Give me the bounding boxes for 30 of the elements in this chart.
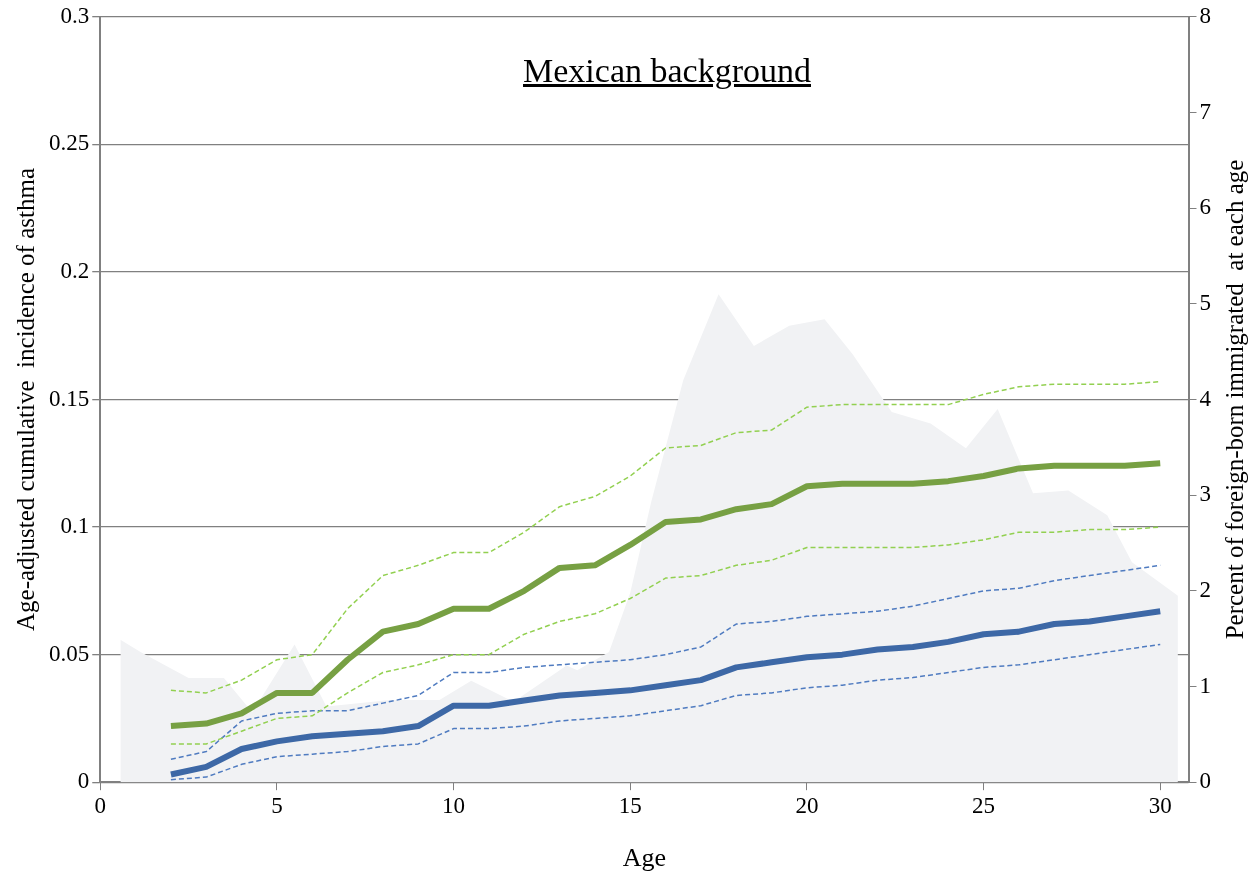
line-series xyxy=(170,643,1161,781)
x-tick-label: 5 xyxy=(271,793,283,819)
x-tick-label: 0 xyxy=(94,793,106,819)
y2-axis-title: Percent of foreign-born immigrated at each age xyxy=(1220,159,1248,640)
y-tick-label: 0.3 xyxy=(60,2,90,28)
y2-tick-label: 6 xyxy=(1199,194,1211,220)
y2-tick-label: 2 xyxy=(1199,576,1211,602)
y2-tick-label: 7 xyxy=(1199,98,1211,124)
text: Mexican background xyxy=(523,52,811,90)
line-series xyxy=(170,380,1161,694)
y2-tick-label: 8 xyxy=(1199,2,1211,28)
x-tick-label: 25 xyxy=(972,793,996,819)
x-axis-title: Age xyxy=(622,843,667,873)
y-tick-label: 0.1 xyxy=(60,513,90,539)
x-tick-label: 15 xyxy=(618,793,642,819)
y2-tick-label: 1 xyxy=(1199,672,1211,698)
y2-tick-label: 0 xyxy=(1199,768,1211,794)
y-tick-label: 0 xyxy=(77,768,90,794)
x-tick-label: 30 xyxy=(1148,793,1172,819)
y2-tick-label: 3 xyxy=(1199,481,1211,507)
y2-tick-label: 5 xyxy=(1199,289,1211,315)
x-tick-label: 20 xyxy=(795,793,819,819)
y-tick-label: 0.15 xyxy=(49,385,90,411)
x-tick-label: 10 xyxy=(442,793,466,819)
y2-tick-label: 4 xyxy=(1199,385,1212,411)
y-tick-label: 0.2 xyxy=(60,257,90,283)
line-series xyxy=(170,526,1161,745)
y-tick-label: 0.05 xyxy=(49,640,90,666)
y-axis-title: Age-adjusted cumulative incidence of asthma xyxy=(11,167,39,632)
y-tick-label: 0.25 xyxy=(49,130,90,156)
